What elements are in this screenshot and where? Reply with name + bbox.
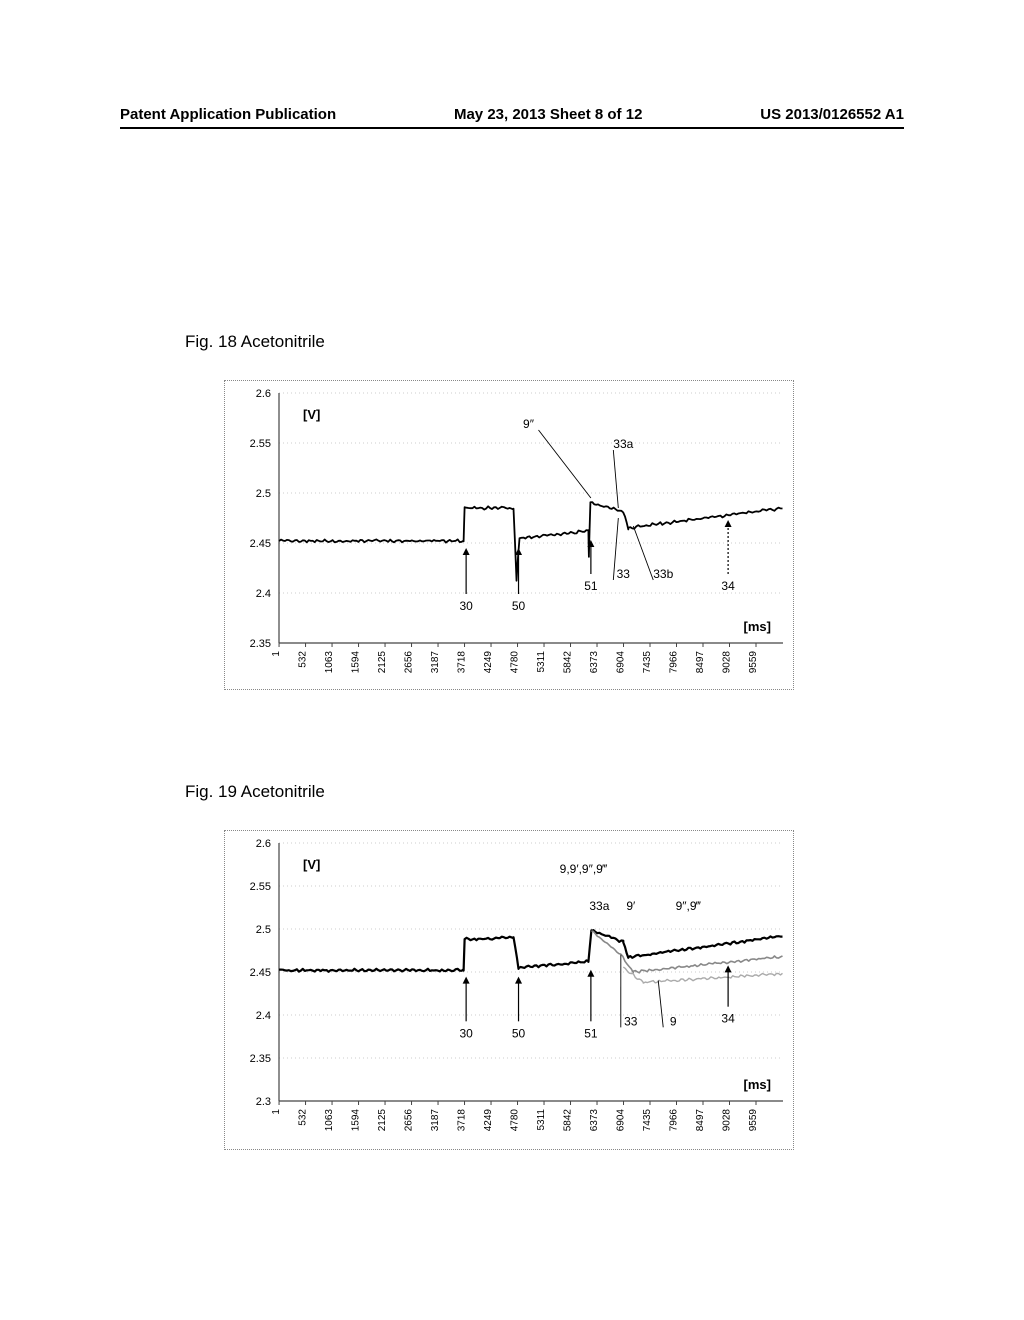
svg-text:9″,9‴: 9″,9‴ — [676, 899, 702, 913]
page-header: Patent Application Publication May 23, 2… — [120, 106, 904, 129]
fig19-chart-wrap: 2.3 2.35 2.4 2.45 2.5 2.55 2.6 [V] [ms] 1 532 1063 1… — [224, 830, 794, 1150]
svg-text:2.5: 2.5 — [256, 924, 271, 936]
svg-text:3187: 3187 — [430, 651, 441, 674]
svg-text:1: 1 — [271, 1109, 282, 1115]
svg-text:1: 1 — [271, 651, 282, 657]
svg-text:2.35: 2.35 — [250, 638, 271, 650]
fig19-chart: 2.3 2.35 2.4 2.45 2.5 2.55 2.6 [V] [ms] 1 532 1063 1… — [225, 831, 795, 1151]
svg-text:2.4: 2.4 — [256, 588, 271, 600]
svg-text:1063: 1063 — [324, 1109, 335, 1132]
svg-text:7435: 7435 — [642, 651, 653, 674]
fig19-title: Fig. 19 Acetonitrile — [185, 782, 325, 802]
svg-text:50: 50 — [512, 599, 526, 613]
svg-text:2.35: 2.35 — [250, 1053, 271, 1065]
svg-text:5842: 5842 — [563, 651, 574, 674]
svg-text:2.6: 2.6 — [256, 838, 271, 850]
svg-text:33: 33 — [624, 1014, 638, 1028]
fig18-title: Fig. 18 Acetonitrile — [185, 332, 325, 352]
header-center: May 23, 2013 Sheet 8 of 12 — [454, 106, 642, 123]
svg-text:2.55: 2.55 — [250, 438, 271, 450]
svg-text:4249: 4249 — [483, 651, 494, 674]
svg-text:6373: 6373 — [589, 1109, 600, 1132]
svg-text:33a: 33a — [589, 899, 609, 913]
svg-text:9028: 9028 — [722, 1109, 733, 1132]
svg-text:2656: 2656 — [404, 651, 415, 674]
svg-text:1594: 1594 — [351, 1109, 362, 1132]
svg-text:6904: 6904 — [616, 1109, 627, 1132]
svg-text:4249: 4249 — [483, 1109, 494, 1132]
svg-text:2.6: 2.6 — [256, 388, 271, 400]
svg-text:9559: 9559 — [748, 651, 759, 674]
svg-text:6373: 6373 — [589, 651, 600, 674]
svg-text:30: 30 — [459, 599, 473, 613]
svg-text:8497: 8497 — [695, 651, 706, 674]
svg-text:5311: 5311 — [536, 651, 547, 673]
fig18-chart-wrap: 2.35 2.4 2.45 2.5 2.55 2.6 [V] [ms] 1 532 1063 1594… — [224, 380, 794, 690]
svg-text:3718: 3718 — [457, 1109, 468, 1132]
svg-text:9″: 9″ — [523, 417, 535, 431]
svg-text:7435: 7435 — [642, 1109, 653, 1132]
fig18-chart: 2.35 2.4 2.45 2.5 2.55 2.6 [V] [ms] 1 532 1063 1594… — [225, 381, 795, 691]
svg-text:9′: 9′ — [626, 899, 636, 913]
svg-text:[V]: [V] — [303, 407, 320, 422]
svg-text:8497: 8497 — [695, 1109, 706, 1132]
svg-text:[ms]: [ms] — [744, 619, 771, 634]
svg-text:5842: 5842 — [563, 1109, 574, 1132]
svg-text:30: 30 — [459, 1026, 473, 1040]
svg-text:3718: 3718 — [457, 651, 468, 674]
svg-text:51: 51 — [584, 579, 598, 593]
svg-text:9: 9 — [670, 1014, 677, 1028]
svg-text:33a: 33a — [613, 437, 633, 451]
svg-text:2.55: 2.55 — [250, 881, 271, 893]
svg-text:5311: 5311 — [536, 1109, 547, 1131]
svg-text:1063: 1063 — [324, 651, 335, 674]
svg-text:2125: 2125 — [377, 1109, 388, 1132]
svg-text:7966: 7966 — [669, 1109, 680, 1132]
header-right: US 2013/0126552 A1 — [760, 106, 904, 123]
svg-text:2.4: 2.4 — [256, 1010, 271, 1022]
svg-text:9559: 9559 — [748, 1109, 759, 1132]
svg-text:7966: 7966 — [669, 651, 680, 674]
svg-text:2.45: 2.45 — [250, 538, 271, 550]
svg-text:33b: 33b — [653, 567, 673, 581]
svg-text:33: 33 — [617, 567, 631, 581]
svg-text:51: 51 — [584, 1026, 598, 1040]
svg-text:532: 532 — [298, 1109, 309, 1126]
svg-text:4780: 4780 — [510, 1109, 521, 1132]
svg-text:50: 50 — [512, 1026, 526, 1040]
svg-text:9028: 9028 — [722, 651, 733, 674]
svg-text:2.5: 2.5 — [256, 488, 271, 500]
svg-text:2125: 2125 — [377, 651, 388, 674]
svg-text:1594: 1594 — [351, 651, 362, 674]
svg-text:34: 34 — [721, 579, 735, 593]
header-left: Patent Application Publication — [120, 106, 336, 123]
svg-text:2.45: 2.45 — [250, 967, 271, 979]
svg-text:532: 532 — [298, 651, 309, 668]
svg-text:[V]: [V] — [303, 857, 320, 872]
svg-text:6904: 6904 — [616, 651, 627, 674]
svg-text:9,9′,9″,9‴: 9,9′,9″,9‴ — [560, 862, 608, 876]
svg-text:[ms]: [ms] — [744, 1077, 771, 1092]
svg-text:2656: 2656 — [404, 1109, 415, 1132]
svg-text:3187: 3187 — [430, 1109, 441, 1132]
svg-text:4780: 4780 — [510, 651, 521, 674]
svg-text:2.3: 2.3 — [256, 1096, 271, 1108]
svg-text:34: 34 — [721, 1012, 735, 1026]
